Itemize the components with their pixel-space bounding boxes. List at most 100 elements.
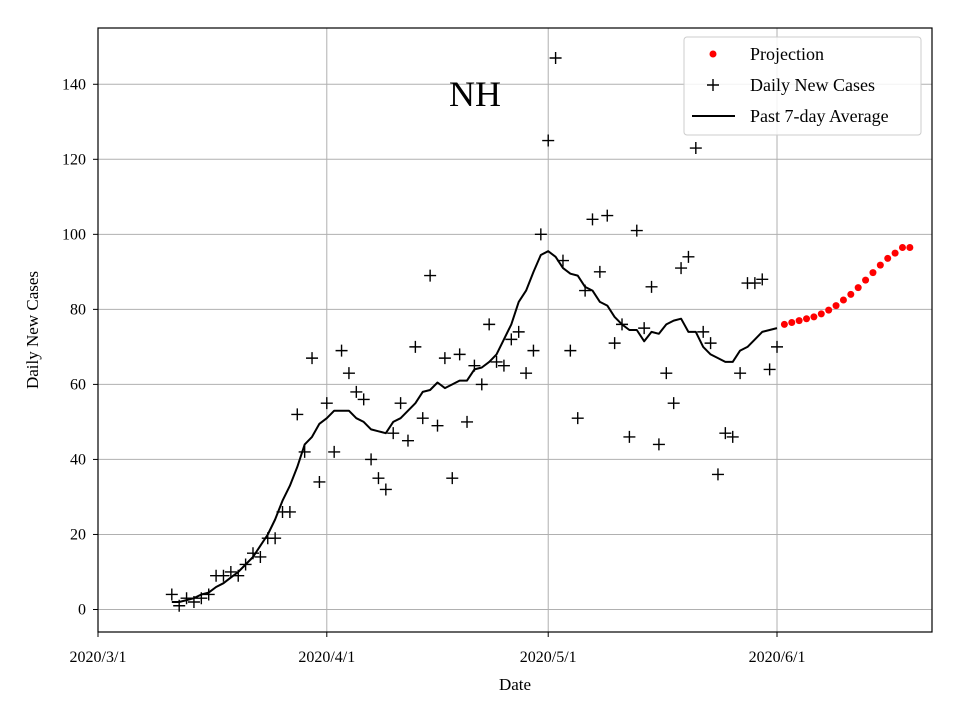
daily-case-point	[763, 363, 776, 376]
x-tick-label: 2020/4/1	[298, 649, 355, 666]
daily-case-point	[771, 340, 784, 353]
daily-case-point	[453, 348, 466, 361]
daily-case-point	[505, 333, 518, 346]
daily-case-point	[342, 367, 355, 380]
daily-case-point	[497, 359, 510, 372]
daily-case-point	[734, 367, 747, 380]
daily-case-point	[180, 592, 193, 605]
legend-daily-label: Daily New Cases	[750, 75, 875, 95]
projection-point	[817, 310, 825, 318]
daily-case-point	[424, 269, 437, 282]
daily-case-point	[246, 547, 259, 560]
daily-case-point	[638, 322, 651, 335]
y-tick-label: 80	[70, 301, 86, 318]
projection-point	[906, 243, 914, 251]
daily-case-point	[534, 228, 547, 241]
daily-case-point	[350, 385, 363, 398]
daily-case-point	[239, 558, 252, 571]
legend-box	[683, 36, 922, 136]
daily-case-point	[195, 592, 208, 605]
daily-case-point	[593, 265, 606, 278]
y-tick-label: 120	[62, 151, 86, 168]
daily-case-point	[704, 337, 717, 350]
daily-case-point	[283, 505, 296, 518]
daily-case-point	[527, 344, 540, 357]
legend-average-label: Past 7-day Average	[750, 106, 889, 126]
projection-point	[839, 296, 847, 304]
daily-case-point	[697, 325, 710, 338]
projection-point	[780, 320, 788, 328]
daily-case-point	[291, 408, 304, 421]
daily-case-point	[483, 318, 496, 331]
daily-case-point	[652, 438, 665, 451]
daily-case-point	[224, 565, 237, 578]
daily-case-point	[586, 213, 599, 226]
daily-case-point	[335, 344, 348, 357]
projection-point	[847, 290, 855, 298]
daily-case-point	[446, 472, 459, 485]
daily-case-point	[601, 209, 614, 222]
projection-point	[862, 276, 870, 284]
projection-point	[884, 254, 892, 262]
legend-projection-marker	[709, 50, 717, 58]
daily-case-point	[372, 472, 385, 485]
daily-case-point	[549, 52, 562, 65]
projection-point	[854, 284, 862, 292]
daily-case-point	[217, 569, 230, 582]
daily-case-point	[416, 412, 429, 425]
daily-case-point	[394, 397, 407, 410]
projection-point	[788, 318, 796, 326]
daily-case-point	[645, 280, 658, 293]
daily-case-point	[630, 224, 643, 237]
daily-case-point	[232, 569, 245, 582]
y-tick-label: 40	[70, 451, 86, 468]
y-tick-label: 60	[70, 376, 86, 393]
daily-case-point	[571, 412, 584, 425]
y-axis: 0 20 40 60 80 100 120 140	[62, 76, 98, 618]
daily-case-point	[401, 434, 414, 447]
daily-case-point	[269, 532, 282, 545]
daily-case-point	[313, 475, 326, 488]
daily-case-point	[365, 453, 378, 466]
x-axis: 2020/3/1 2020/4/1 2020/5/1 2020/6/1	[70, 632, 806, 666]
projection-point	[825, 306, 833, 314]
daily-case-point	[660, 367, 673, 380]
projection-point	[876, 261, 884, 269]
daily-case-point	[438, 352, 451, 365]
daily-case-point	[675, 262, 688, 275]
daily-case-point	[387, 427, 400, 440]
daily-case-point	[306, 352, 319, 365]
daily-case-point	[616, 318, 629, 331]
y-axis-label: Daily New Cases	[23, 271, 42, 389]
daily-case-point	[298, 445, 311, 458]
daily-case-point	[542, 134, 555, 147]
x-axis-label: Date	[499, 675, 531, 694]
daily-case-point	[623, 430, 636, 443]
daily-case-point	[320, 397, 333, 410]
daily-case-point	[165, 588, 178, 601]
daily-case-point	[667, 397, 680, 410]
axes-frame	[97, 27, 933, 633]
daily-case-point	[187, 595, 200, 608]
y-tick-label: 140	[62, 76, 86, 93]
x-tick-label: 2020/3/1	[70, 649, 127, 666]
daily-case-point	[608, 337, 621, 350]
daily-case-point	[556, 254, 569, 267]
daily-case-point	[409, 340, 422, 353]
daily-case-point	[711, 468, 724, 481]
legend: Projection Daily New Cases Past 7-day Av…	[683, 36, 922, 136]
daily-case-point	[726, 430, 739, 443]
x-tick-label: 2020/5/1	[520, 649, 577, 666]
daily-case-point	[564, 344, 577, 357]
y-tick-label: 20	[70, 526, 86, 543]
daily-case-point	[579, 284, 592, 297]
projection-point	[869, 269, 877, 277]
daily-case-point	[328, 445, 341, 458]
daily-case-point	[431, 419, 444, 432]
projection-point	[832, 302, 840, 310]
x-tick-label: 2020/6/1	[749, 649, 806, 666]
legend-daily-marker	[707, 79, 719, 91]
daily-case-point	[461, 415, 474, 428]
projection-point	[891, 249, 899, 257]
